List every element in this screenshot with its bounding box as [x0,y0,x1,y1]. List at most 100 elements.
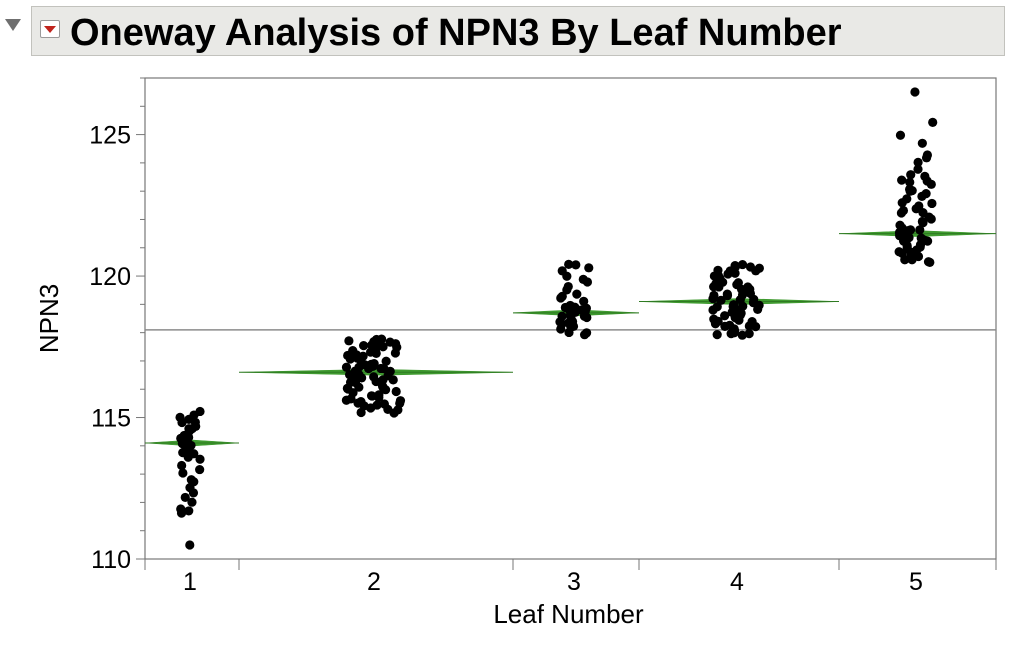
x-tick-label: 5 [909,568,923,596]
data-point [379,364,389,374]
data-point [737,330,747,340]
data-point [737,259,748,270]
data-point [894,247,904,257]
data-point [563,281,573,292]
data-point [579,311,590,321]
data-point [709,314,719,324]
data-point [896,208,906,218]
data-point [184,432,194,442]
data-point [728,300,739,310]
data-point [354,362,364,372]
y-tick-label: 110 [91,546,131,574]
data-point [378,375,388,385]
data-point [720,311,730,321]
data-point [915,225,925,235]
data-point [928,117,938,127]
data-point [920,171,930,181]
y-axis-label: NPN3 [34,284,64,353]
data-point [727,307,737,317]
y-tick-label: 115 [91,405,131,433]
x-tick-label: 3 [567,568,581,596]
data-point [369,359,379,369]
data-point [709,271,719,281]
data-point [913,164,923,174]
data-point [917,216,927,227]
data-point [584,263,594,273]
data-point [176,504,186,514]
data-point [391,386,401,397]
data-point [922,150,932,160]
data-point [190,417,200,427]
data-point [897,175,907,185]
data-point [895,220,905,230]
data-point [557,291,567,302]
data-point [917,138,927,148]
data-point [895,130,906,140]
data-point [356,397,366,407]
data-point [729,328,739,338]
data-point [195,454,205,464]
plot-frame [144,77,997,560]
data-point [905,186,915,196]
data-point [572,289,582,299]
data-point [367,391,377,401]
report-title: Oneway Analysis of NPN3 By Leaf Number [70,12,842,54]
x-tick-label: 2 [367,568,381,596]
data-point [195,464,205,475]
data-point [918,208,928,218]
data-point [570,302,580,312]
data-point [385,337,395,347]
data-point [712,330,722,340]
data-point [722,290,733,301]
data-point [359,341,369,351]
data-point [921,189,931,199]
data-point [175,412,185,422]
data-point [341,362,352,372]
data-point [187,497,197,507]
data-point [579,296,589,306]
data-point [578,274,588,284]
data-point [395,398,405,409]
data-point [916,233,926,243]
data-point [358,351,368,361]
red-triangle-menu-button[interactable] [40,20,60,38]
disclosure-triangle-icon[interactable] [5,19,21,31]
data-point [906,170,916,180]
data-point [557,311,567,321]
data-point [564,259,574,269]
x-tick-label: 4 [730,568,744,596]
data-point [557,319,567,329]
red-triangle-menu-icon [44,26,56,33]
data-point [178,468,188,478]
data-point [343,384,353,394]
data-point [379,399,390,409]
data-point [186,475,196,485]
data-point [351,373,361,383]
x-axis-label: Leaf Number [493,599,644,629]
report-header: Oneway Analysis of NPN3 By Leaf Number [31,6,1005,56]
data-point [185,540,195,550]
data-point [745,262,756,272]
data-point [195,406,205,417]
data-point [744,329,754,339]
data-point [344,336,354,346]
data-point [927,198,937,209]
data-point [905,177,915,187]
x-tick-label: 1 [183,568,197,596]
data-point [180,492,190,503]
y-tick-label: 125 [89,122,131,150]
data-point [557,266,567,276]
data-point [369,372,379,382]
data-point [180,440,190,450]
data-point [725,320,735,330]
data-point [177,460,187,471]
data-point [581,303,591,313]
data-point [716,295,726,305]
data-point [184,424,194,434]
data-point [923,257,934,267]
data-point [745,284,755,294]
data-point [374,339,385,349]
data-point [571,260,581,270]
data-point [910,87,920,97]
data-point [914,201,924,211]
